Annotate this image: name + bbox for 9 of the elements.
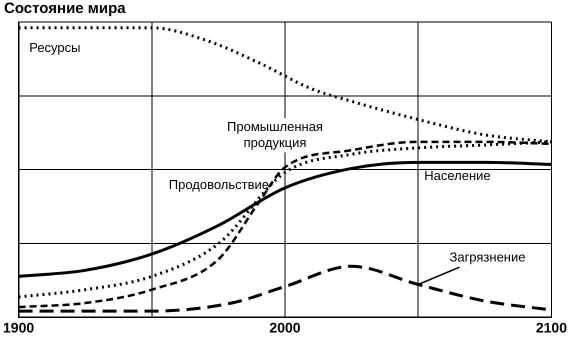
chart-title: Состояние мира xyxy=(4,0,126,17)
series-label: Ресурсы xyxy=(29,40,80,56)
text: Загрязнение xyxy=(449,250,526,265)
series-label: Продовольствие xyxy=(168,177,269,192)
x-tick-label: 2000 xyxy=(269,319,301,336)
x-tick-label: 1900 xyxy=(2,319,34,336)
series-label: Промышленная продукция xyxy=(227,118,323,150)
x-tick-label: 2100 xyxy=(536,319,568,336)
series-label: Население xyxy=(424,168,491,183)
